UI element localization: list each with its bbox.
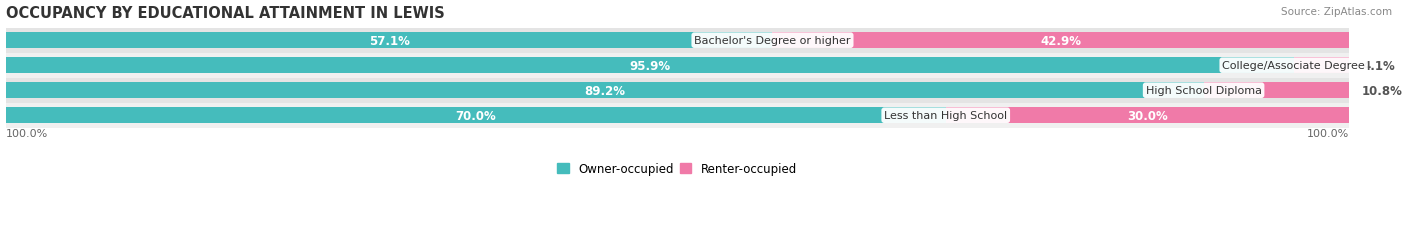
Text: 57.1%: 57.1% [368,34,409,47]
Bar [1204,83,1348,99]
Text: College/Associate Degree: College/Associate Degree [1222,61,1365,71]
Text: Source: ZipAtlas.com: Source: ZipAtlas.com [1281,7,1392,17]
Text: 89.2%: 89.2% [583,84,626,97]
Text: Bachelor's Degree or higher: Bachelor's Degree or higher [695,36,851,46]
Bar [946,108,1348,123]
Text: 70.0%: 70.0% [456,109,496,122]
Text: 10.8%: 10.8% [1362,84,1403,97]
Bar [6,58,1294,74]
Bar [6,29,1348,53]
Bar [772,33,1348,49]
Bar [1294,58,1348,74]
Legend: Owner-occupied, Renter-occupied: Owner-occupied, Renter-occupied [553,158,801,180]
Text: OCCUPANCY BY EDUCATIONAL ATTAINMENT IN LEWIS: OCCUPANCY BY EDUCATIONAL ATTAINMENT IN L… [6,6,444,21]
Bar [6,78,1348,103]
Bar [6,53,1348,78]
Text: 100.0%: 100.0% [1306,128,1348,138]
Text: 100.0%: 100.0% [6,128,48,138]
Text: 30.0%: 30.0% [1126,109,1167,122]
Bar [6,83,1204,99]
Text: 4.1%: 4.1% [1362,59,1395,72]
Text: 95.9%: 95.9% [628,59,671,72]
Bar [6,108,946,123]
Text: High School Diploma: High School Diploma [1146,86,1261,96]
Text: 42.9%: 42.9% [1040,34,1081,47]
Bar [6,33,772,49]
Text: Less than High School: Less than High School [884,111,1007,121]
Bar [6,103,1348,128]
